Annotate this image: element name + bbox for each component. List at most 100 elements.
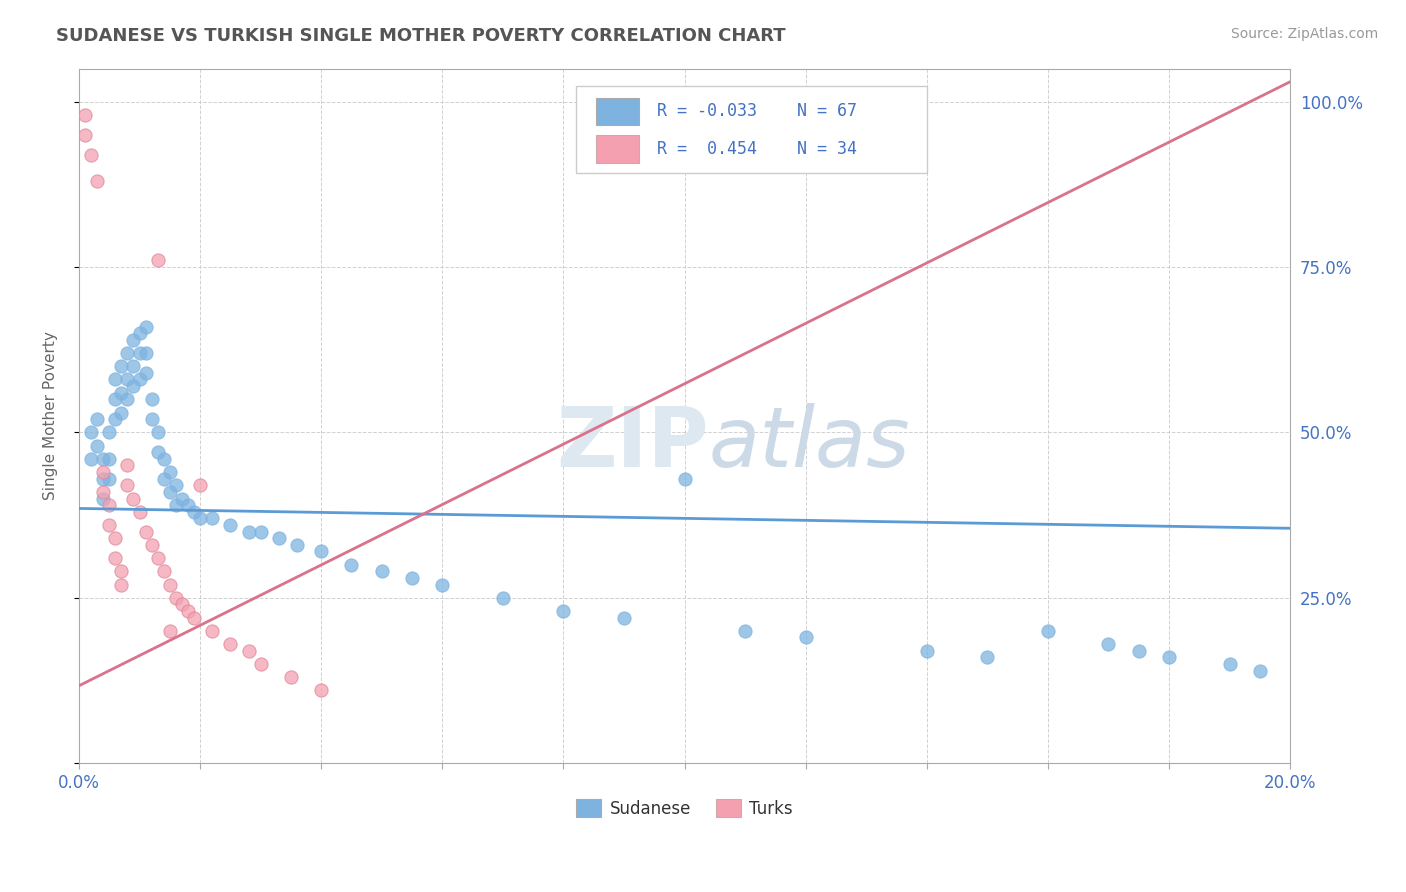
Point bbox=[128, 505, 150, 519]
Point bbox=[734, 624, 756, 638]
Point bbox=[122, 379, 145, 393]
Point bbox=[98, 472, 121, 486]
Point bbox=[1128, 643, 1150, 657]
Point bbox=[135, 524, 157, 539]
Point bbox=[86, 439, 108, 453]
Point bbox=[201, 624, 224, 638]
Point bbox=[1157, 650, 1180, 665]
Point bbox=[177, 498, 200, 512]
Point bbox=[219, 637, 242, 651]
Point bbox=[122, 491, 145, 506]
Point bbox=[267, 531, 290, 545]
Point bbox=[104, 392, 127, 407]
Point bbox=[492, 591, 515, 605]
Point bbox=[117, 478, 139, 492]
Point bbox=[170, 598, 193, 612]
Point bbox=[183, 610, 205, 624]
Point bbox=[98, 518, 121, 533]
Point bbox=[98, 425, 121, 440]
Point bbox=[80, 451, 103, 466]
Point bbox=[159, 577, 181, 591]
Point bbox=[110, 564, 132, 578]
Point bbox=[98, 498, 121, 512]
Point bbox=[104, 531, 127, 545]
Point bbox=[915, 643, 938, 657]
Point bbox=[110, 359, 132, 374]
Point bbox=[146, 425, 169, 440]
Text: Source: ZipAtlas.com: Source: ZipAtlas.com bbox=[1230, 27, 1378, 41]
Point bbox=[146, 253, 169, 268]
Point bbox=[613, 610, 636, 624]
Point bbox=[152, 451, 174, 466]
Point bbox=[91, 472, 114, 486]
Point bbox=[104, 372, 127, 386]
Point bbox=[219, 518, 242, 533]
Point bbox=[128, 372, 150, 386]
Point bbox=[238, 643, 260, 657]
Point bbox=[673, 472, 696, 486]
Point bbox=[117, 346, 139, 360]
Point bbox=[128, 346, 150, 360]
Point bbox=[128, 326, 150, 340]
Point bbox=[165, 478, 187, 492]
Bar bbox=[596, 97, 638, 125]
Point bbox=[104, 551, 127, 566]
Point bbox=[188, 478, 211, 492]
Text: ZIP: ZIP bbox=[557, 403, 709, 484]
Point bbox=[91, 484, 114, 499]
Point bbox=[159, 465, 181, 479]
Point bbox=[110, 405, 132, 419]
Point bbox=[91, 491, 114, 506]
Point bbox=[976, 650, 998, 665]
Legend: Sudanese, Turks: Sudanese, Turks bbox=[569, 793, 800, 824]
Point bbox=[371, 564, 394, 578]
Point bbox=[309, 544, 332, 558]
Point bbox=[183, 505, 205, 519]
Point bbox=[141, 538, 163, 552]
Point bbox=[1249, 664, 1271, 678]
Point bbox=[86, 412, 108, 426]
Point bbox=[201, 511, 224, 525]
Point bbox=[146, 445, 169, 459]
Text: atlas: atlas bbox=[709, 403, 911, 484]
Point bbox=[141, 392, 163, 407]
Point bbox=[280, 670, 302, 684]
Point bbox=[110, 385, 132, 400]
Text: SUDANESE VS TURKISH SINGLE MOTHER POVERTY CORRELATION CHART: SUDANESE VS TURKISH SINGLE MOTHER POVERT… bbox=[56, 27, 786, 45]
Text: R =  0.454    N = 34: R = 0.454 N = 34 bbox=[657, 140, 856, 158]
Point bbox=[73, 128, 96, 142]
Point bbox=[401, 571, 423, 585]
Point bbox=[285, 538, 308, 552]
Point bbox=[1097, 637, 1119, 651]
Point bbox=[135, 346, 157, 360]
Point bbox=[117, 372, 139, 386]
Point bbox=[98, 451, 121, 466]
Point bbox=[188, 511, 211, 525]
Point bbox=[238, 524, 260, 539]
Bar bbox=[596, 135, 638, 163]
Point bbox=[146, 551, 169, 566]
Point bbox=[1036, 624, 1059, 638]
Point bbox=[152, 564, 174, 578]
Point bbox=[249, 524, 271, 539]
Point bbox=[73, 108, 96, 122]
Point bbox=[1219, 657, 1241, 671]
Point bbox=[110, 577, 132, 591]
Point bbox=[80, 147, 103, 161]
Point bbox=[141, 412, 163, 426]
Point bbox=[152, 472, 174, 486]
FancyBboxPatch shape bbox=[575, 86, 927, 173]
Point bbox=[135, 319, 157, 334]
Point bbox=[170, 491, 193, 506]
Point bbox=[432, 577, 454, 591]
Point bbox=[117, 392, 139, 407]
Point bbox=[104, 412, 127, 426]
Point bbox=[80, 425, 103, 440]
Point bbox=[159, 484, 181, 499]
Point bbox=[165, 498, 187, 512]
Point bbox=[117, 458, 139, 473]
Point bbox=[91, 465, 114, 479]
Point bbox=[553, 604, 575, 618]
Point bbox=[340, 558, 363, 572]
Point bbox=[159, 624, 181, 638]
